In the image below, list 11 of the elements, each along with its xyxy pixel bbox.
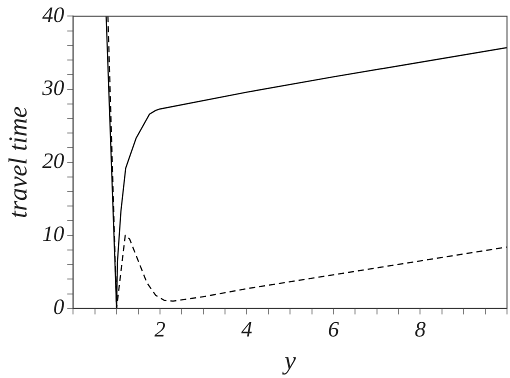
- x-tick-label: 4: [241, 316, 252, 342]
- x-tick-label: 8: [414, 316, 426, 342]
- y-tick-label: 10: [42, 221, 64, 246]
- x-tick-label: 2: [154, 316, 166, 342]
- y-tick-label: 20: [42, 148, 64, 174]
- x-tick-label: 6: [328, 316, 339, 342]
- y-tick-label: 30: [41, 75, 64, 100]
- y-axis-title: travel time: [3, 106, 32, 218]
- x-axis-title: y: [281, 346, 296, 376]
- y-tick-label: 40: [42, 2, 64, 27]
- y-tick-label: 0: [53, 294, 64, 320]
